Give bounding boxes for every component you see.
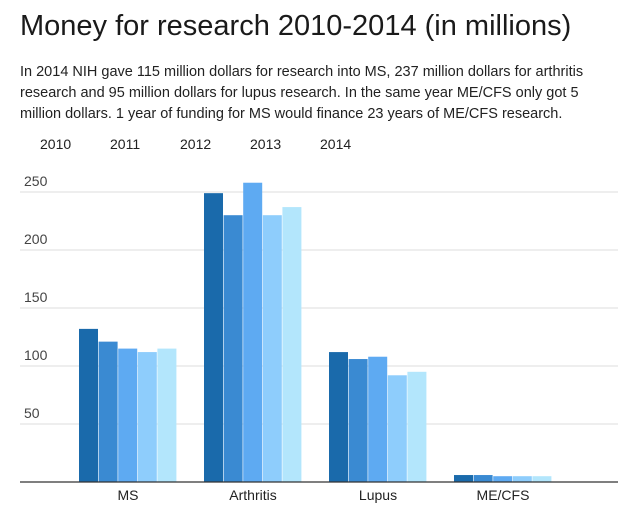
bar-ms-2013 xyxy=(137,352,157,482)
bar-arthritis-2011 xyxy=(223,215,243,482)
bar-me-cfs-2012 xyxy=(493,476,513,482)
bar-me-cfs-2013 xyxy=(512,476,532,482)
legend-entry-2010: 2010 xyxy=(40,136,72,152)
y-tick-label-50: 50 xyxy=(24,405,40,421)
legend-entry-2014: 2014 xyxy=(320,136,352,152)
y-tick-label-250: 250 xyxy=(24,173,48,189)
bar-arthritis-2014 xyxy=(282,207,302,482)
bar-lupus-2012 xyxy=(368,356,388,482)
bar-arthritis-2012 xyxy=(243,182,263,482)
bar-ms-2012 xyxy=(118,348,138,482)
bar-arthritis-2010 xyxy=(204,193,223,482)
bar-lupus-2010 xyxy=(329,352,348,482)
legend-entry-2013: 2013 xyxy=(250,136,282,152)
bar-ms-2014 xyxy=(157,348,177,482)
bar-me-cfs-2011 xyxy=(473,475,493,482)
x-category-label-lupus: Lupus xyxy=(359,487,397,503)
x-category-label-me-cfs: ME/CFS xyxy=(477,487,530,503)
chart-subtitle: In 2014 NIH gave 115 million dollars for… xyxy=(20,64,584,122)
bar-me-cfs-2014 xyxy=(532,476,552,482)
chart-title: Money for research 2010-2014 (in million… xyxy=(20,10,572,42)
bar-lupus-2014 xyxy=(407,371,427,482)
bar-lupus-2013 xyxy=(387,375,407,482)
bar-ms-2010 xyxy=(79,328,98,482)
bar-me-cfs-2010 xyxy=(454,475,473,482)
legend-entry-2011: 2011 xyxy=(110,136,141,152)
bar-ms-2011 xyxy=(98,341,118,482)
x-category-label-ms: MS xyxy=(118,487,139,503)
bar-lupus-2011 xyxy=(348,359,368,482)
x-category-label-arthritis: Arthritis xyxy=(229,487,276,503)
legend-entry-2012: 2012 xyxy=(180,136,212,152)
y-tick-label-100: 100 xyxy=(24,347,48,363)
y-tick-label-200: 200 xyxy=(24,231,48,247)
legend: 2010 2011 2012 2013 2014 xyxy=(0,136,640,156)
bar-arthritis-2013 xyxy=(262,215,282,482)
y-tick-label-150: 150 xyxy=(24,289,48,305)
